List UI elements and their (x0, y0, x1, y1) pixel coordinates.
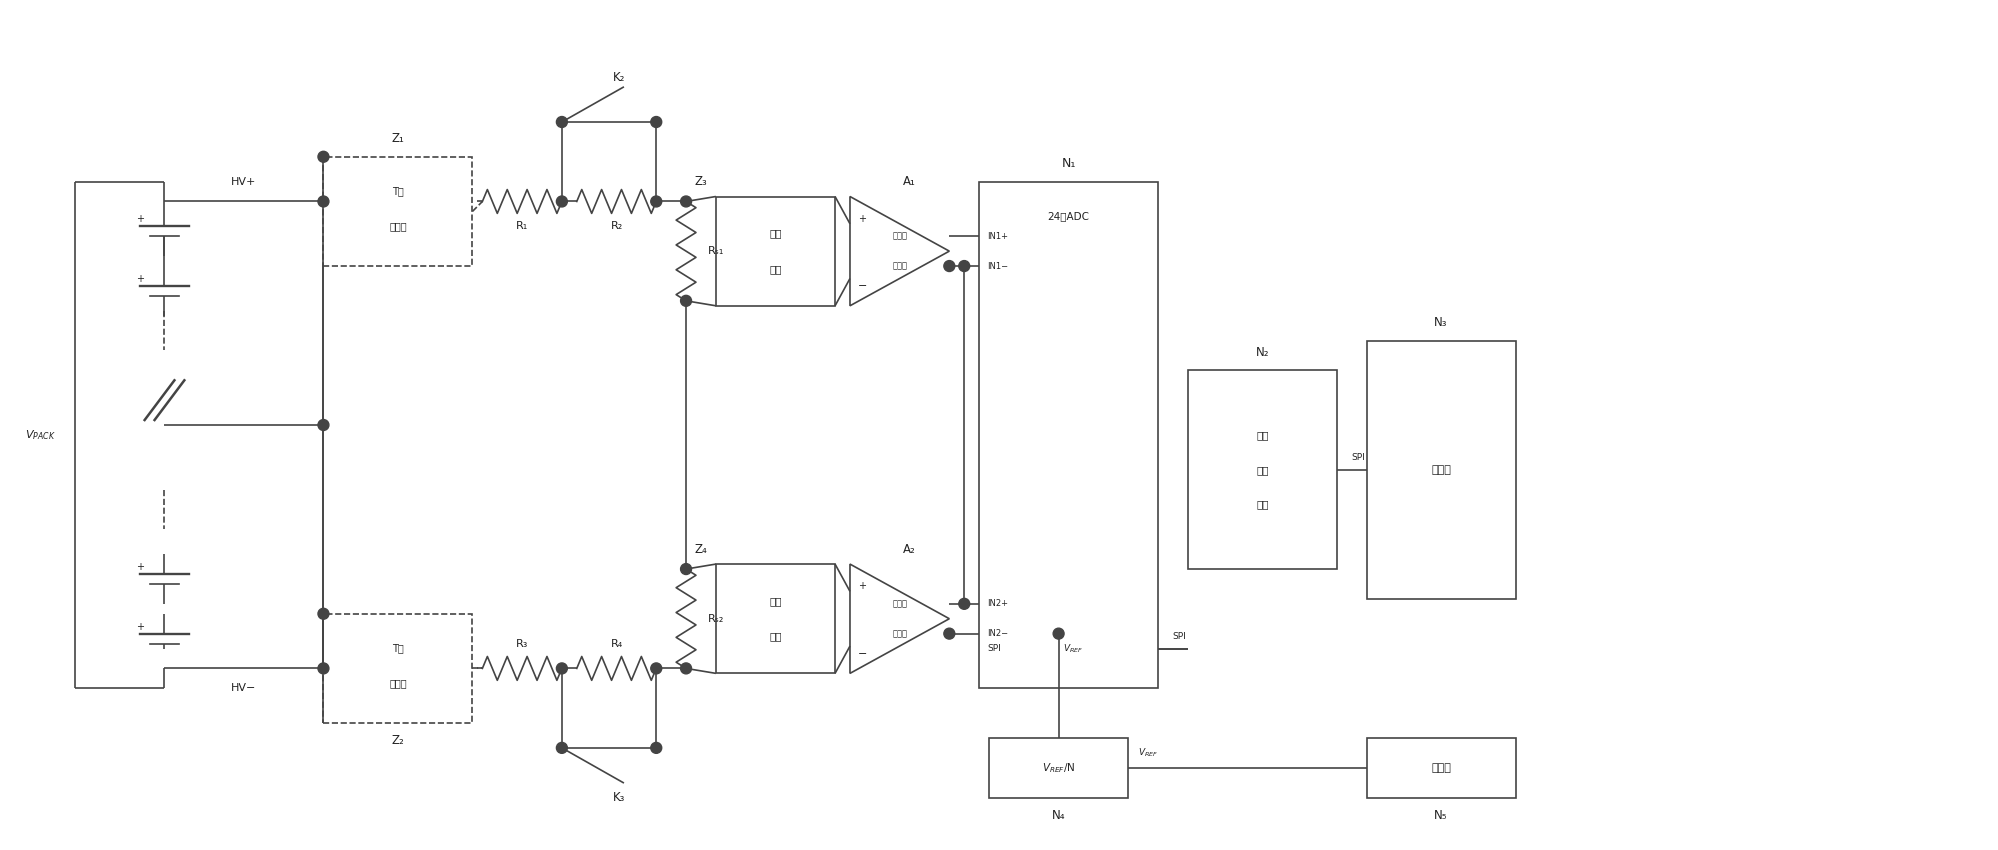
Text: +: + (136, 621, 144, 632)
Circle shape (318, 663, 330, 674)
Text: 电路: 电路 (769, 632, 781, 642)
Circle shape (651, 116, 661, 127)
Circle shape (1053, 628, 1065, 639)
Text: IN2+: IN2+ (987, 599, 1009, 609)
Text: 单片机: 单片机 (1431, 465, 1451, 474)
Text: 滤波器: 滤波器 (390, 678, 408, 689)
Circle shape (318, 196, 330, 207)
Text: −: − (857, 649, 867, 659)
Text: A₁: A₁ (903, 175, 915, 188)
Circle shape (943, 261, 955, 271)
Circle shape (555, 663, 567, 674)
Bar (324, 156, 472, 266)
Bar (979, 182, 1159, 689)
Text: T型: T型 (392, 643, 404, 654)
Bar (1367, 341, 1516, 599)
Text: +: + (136, 562, 144, 572)
Text: R₄: R₄ (611, 638, 623, 649)
Text: IN1−: IN1− (987, 262, 1009, 270)
Circle shape (959, 261, 969, 271)
Bar (989, 738, 1129, 797)
Text: +: + (136, 274, 144, 284)
Text: 放大器: 放大器 (893, 629, 907, 638)
Text: 全差分: 全差分 (893, 599, 907, 609)
Circle shape (681, 663, 691, 674)
Circle shape (318, 151, 330, 162)
Text: +: + (857, 214, 865, 224)
Text: 全差分: 全差分 (893, 232, 907, 241)
Text: HV−: HV− (232, 683, 256, 694)
Text: +: + (136, 214, 144, 224)
Text: 基准源: 基准源 (1431, 762, 1451, 773)
Circle shape (555, 116, 567, 127)
Text: Rₛ₁: Rₛ₁ (707, 246, 723, 256)
Text: R₃: R₃ (515, 638, 527, 649)
Circle shape (651, 742, 661, 753)
Text: IN1+: IN1+ (987, 232, 1009, 241)
Text: 电路: 电路 (769, 264, 781, 274)
Text: IN2−: IN2− (987, 629, 1009, 638)
Bar (1367, 738, 1516, 797)
Text: HV+: HV+ (232, 177, 256, 187)
Circle shape (681, 295, 691, 306)
Text: N₃: N₃ (1435, 316, 1449, 329)
Circle shape (943, 628, 955, 639)
Polygon shape (849, 196, 949, 306)
Circle shape (681, 196, 691, 207)
Text: A₂: A₂ (903, 542, 915, 556)
Circle shape (555, 196, 567, 207)
Circle shape (651, 196, 661, 207)
Text: K₂: K₂ (613, 71, 625, 84)
Text: N₁: N₁ (1061, 157, 1075, 170)
Text: 放大器: 放大器 (893, 262, 907, 270)
Bar (324, 614, 472, 723)
Text: Z₂: Z₂ (392, 734, 404, 747)
Text: $V_{REF}$: $V_{REF}$ (1139, 746, 1159, 759)
Bar (1187, 371, 1337, 569)
Text: 电路: 电路 (1257, 500, 1269, 509)
Text: SPI: SPI (1173, 632, 1187, 641)
Text: Z₁: Z₁ (392, 133, 404, 145)
Text: K₃: K₃ (613, 791, 625, 804)
Text: +: + (857, 581, 865, 592)
Text: $V_{PACK}$: $V_{PACK}$ (24, 428, 56, 442)
Text: Z₃: Z₃ (695, 175, 707, 188)
Text: −: − (857, 281, 867, 292)
Text: Rₛ₂: Rₛ₂ (707, 614, 723, 624)
Text: SPI: SPI (1353, 453, 1365, 462)
Bar (715, 564, 835, 673)
Text: SPI: SPI (987, 644, 1001, 653)
Polygon shape (849, 564, 949, 673)
Text: 滤波: 滤波 (769, 229, 781, 238)
Text: 滤波: 滤波 (769, 596, 781, 606)
Text: R₁: R₁ (515, 221, 527, 231)
Text: N₂: N₂ (1255, 346, 1269, 359)
Circle shape (651, 663, 661, 674)
Bar (715, 196, 835, 306)
Text: Z₄: Z₄ (695, 542, 707, 556)
Circle shape (318, 609, 330, 619)
Text: 24位ADC: 24位ADC (1047, 212, 1089, 221)
Circle shape (318, 420, 330, 430)
Circle shape (959, 598, 969, 609)
Circle shape (681, 564, 691, 575)
Text: $V_{REF}$: $V_{REF}$ (1063, 643, 1083, 654)
Text: N₅: N₅ (1435, 809, 1449, 822)
Circle shape (555, 742, 567, 753)
Text: N₄: N₄ (1051, 809, 1065, 822)
Text: $V_{REF}$/N: $V_{REF}$/N (1041, 761, 1075, 774)
Text: T型: T型 (392, 186, 404, 196)
Text: 隔离: 隔离 (1257, 465, 1269, 474)
Text: 数字: 数字 (1257, 430, 1269, 440)
Text: R₂: R₂ (611, 221, 623, 231)
Text: 滤波器: 滤波器 (390, 221, 408, 231)
